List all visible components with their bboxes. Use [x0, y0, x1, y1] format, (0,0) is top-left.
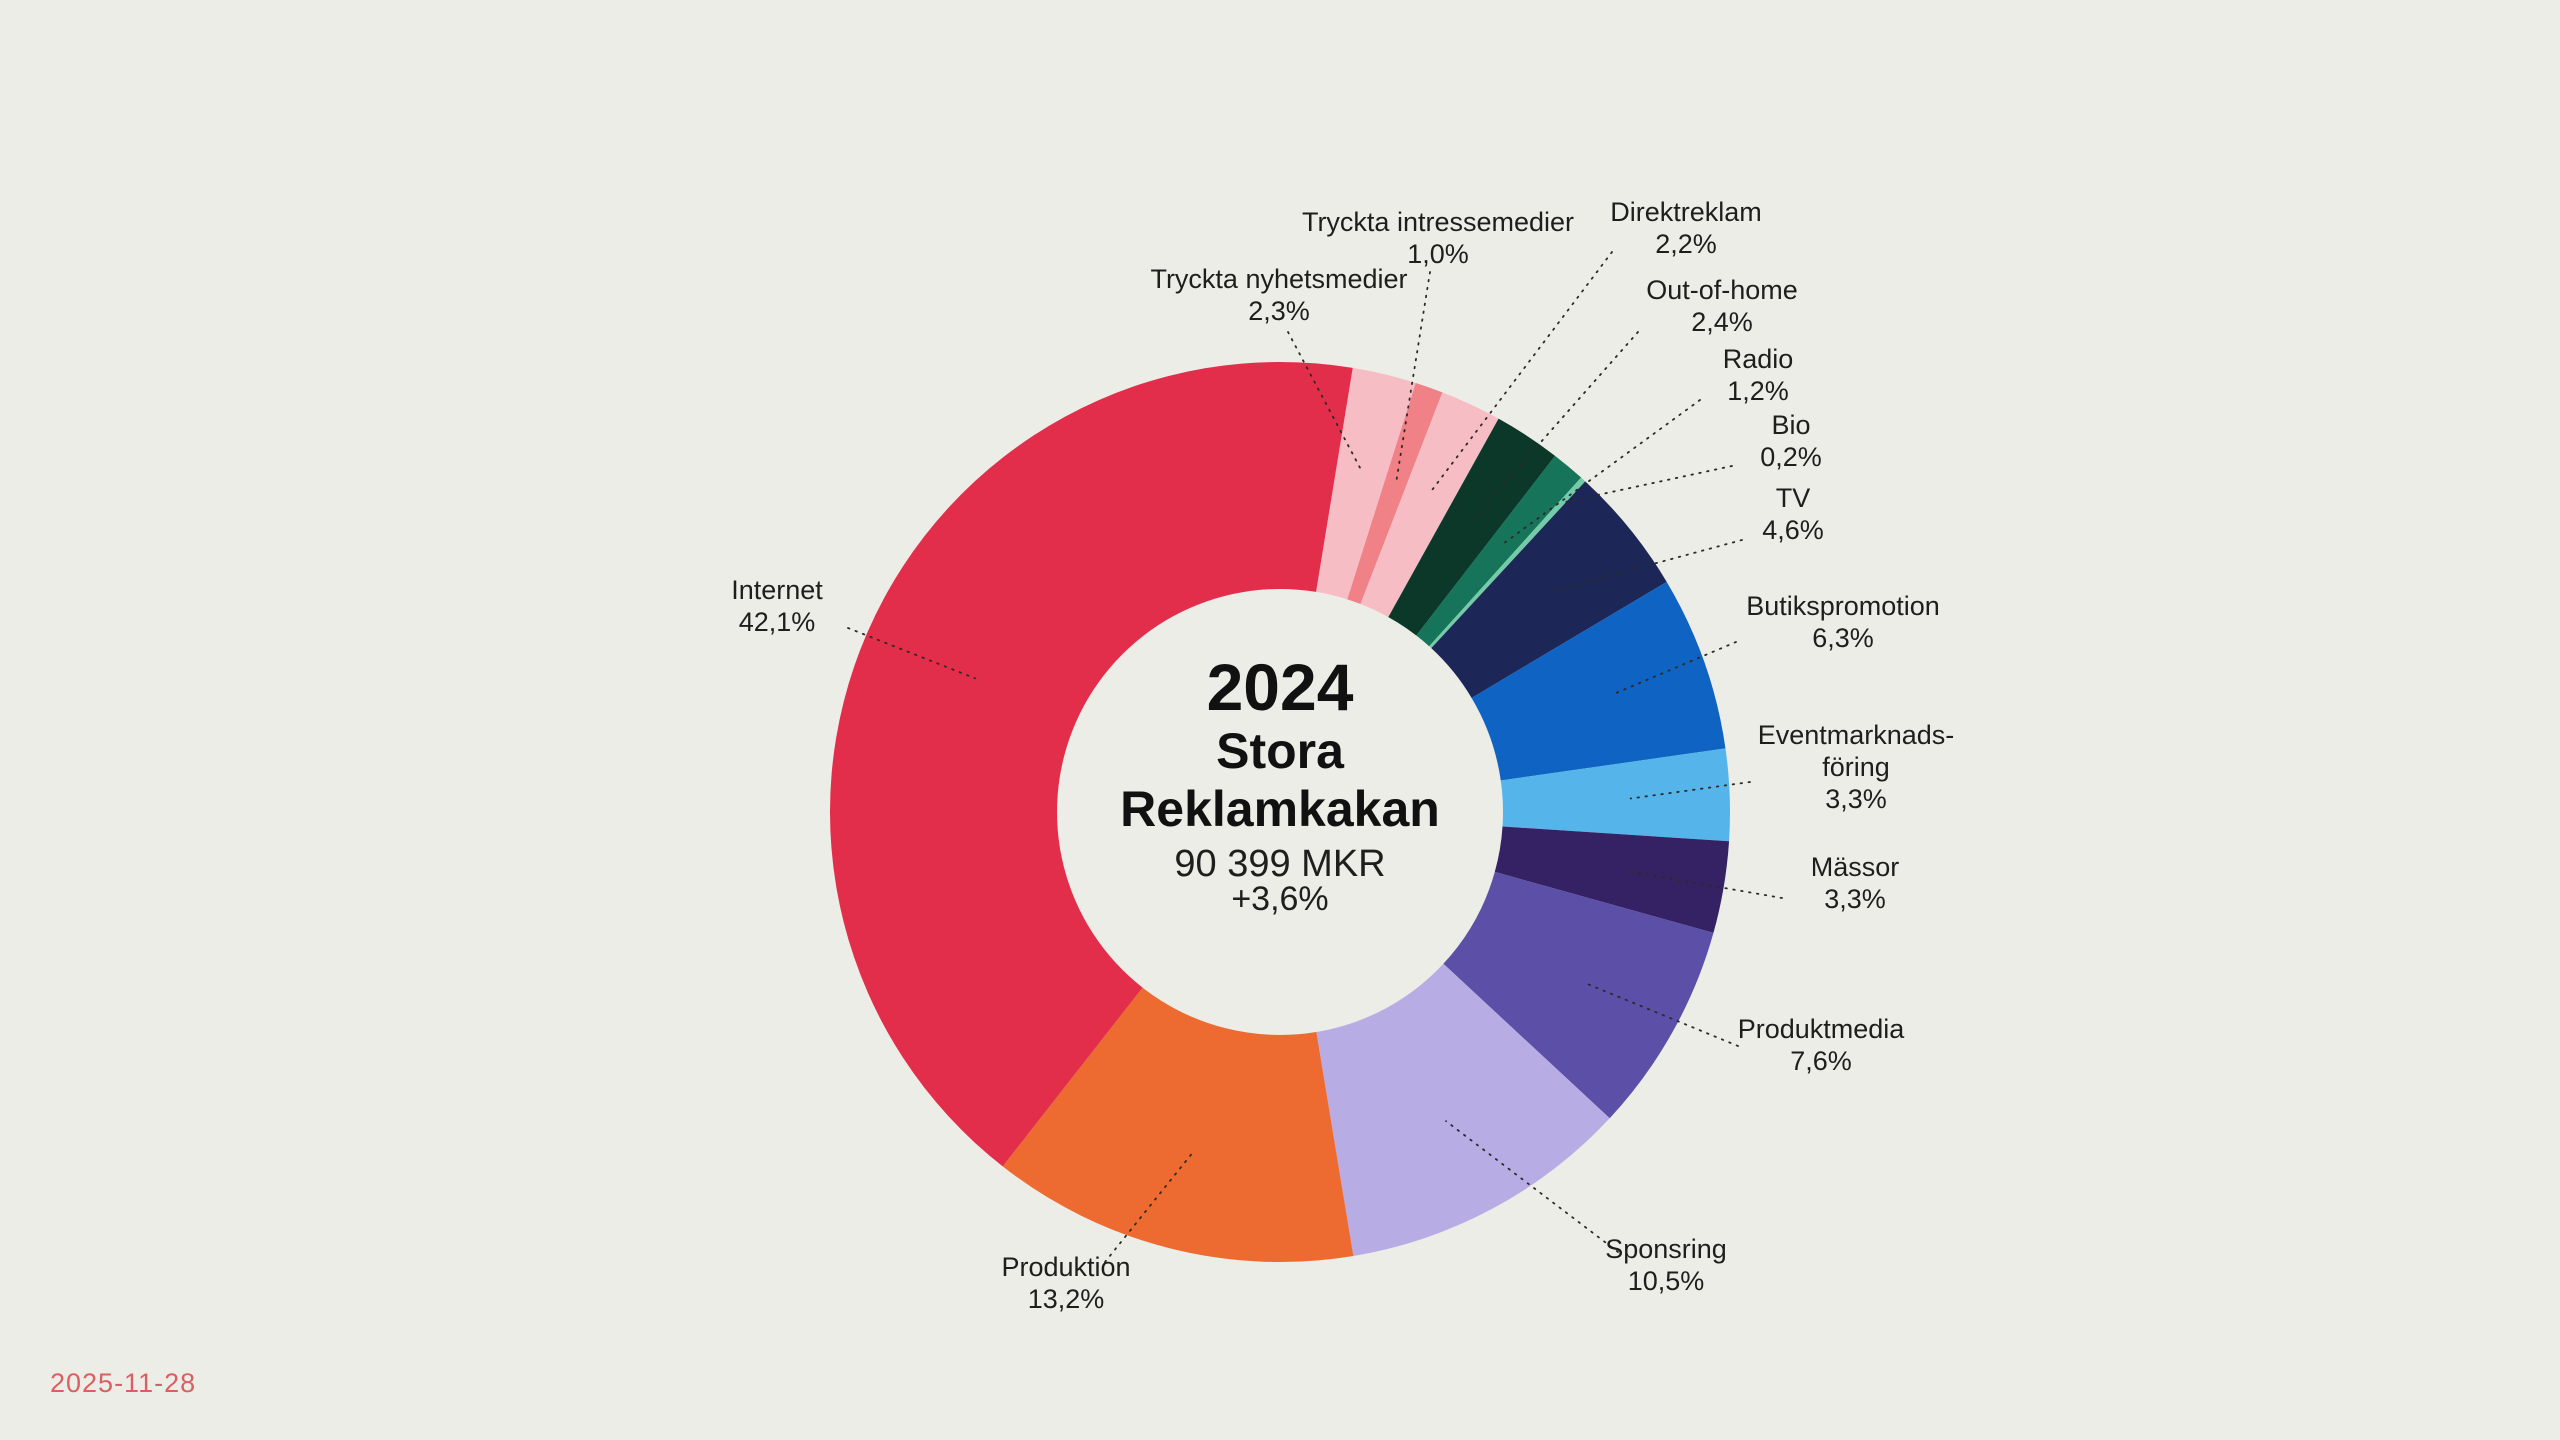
- leader-line-radio: [1504, 399, 1701, 544]
- segment-label-line: 6,3%: [1812, 623, 1874, 653]
- leader-line-tv: [1551, 539, 1743, 592]
- center-title-line2: Reklamkakan: [1120, 781, 1440, 837]
- segment-label-bio: Bio 0,2%: [1760, 410, 1822, 472]
- segment-label-line: Radio: [1723, 344, 1794, 374]
- segment-label-m-ssor: Mässor 3,3%: [1811, 852, 1900, 914]
- leader-lines: [847, 251, 1783, 1263]
- segment-labels: Tryckta nyhetsmedier 2,3%Tryckta intresse…: [731, 197, 1954, 1314]
- segment-label-line: 0,2%: [1760, 442, 1822, 472]
- segment-label-eventmarknadsf-ring: Eventmarknads-föring 3,3%: [1758, 720, 1955, 814]
- center-total-value: 90 399 MKR: [1174, 843, 1385, 885]
- segment-label-line: Tryckta intressemedier: [1302, 207, 1574, 237]
- segment-label-line: 2,4%: [1691, 307, 1753, 337]
- segment-label-tryckta-nyhetsmedier: Tryckta nyhetsmedier 2,3%: [1150, 264, 1407, 326]
- segment-label-line: 4,6%: [1762, 515, 1824, 545]
- leader-line-internet: [847, 627, 976, 680]
- chart-center-text: 2024 Stora Reklamkakan 90 399 MKR +3,6%: [1120, 650, 1440, 918]
- leader-line-produktion: [1104, 1151, 1194, 1263]
- pie-segment-bio: [1429, 477, 1586, 649]
- segment-label-radio: Radio 1,2%: [1723, 344, 1794, 406]
- pie-segment-produktmedia: [1443, 871, 1714, 1119]
- segment-label-line: Internet: [731, 575, 823, 605]
- segment-label-line: Mässor: [1811, 852, 1900, 882]
- segment-label-line: Direktreklam: [1610, 197, 1762, 227]
- segment-label-produktmedia: Produktmedia 7,6%: [1738, 1014, 1906, 1076]
- segment-label-internet: Internet 42,1%: [731, 575, 823, 637]
- leader-line-direktreklam: [1428, 251, 1613, 496]
- pie-segment-tryckta-intressemedier: [1347, 382, 1443, 605]
- segment-label-line: föring: [1822, 752, 1890, 782]
- segment-label-line: 3,3%: [1825, 784, 1887, 814]
- center-title-line1: Stora: [1216, 723, 1345, 779]
- leader-line-tryckta-nyhetsmedier: [1287, 331, 1363, 472]
- segment-label-line: Out-of-home: [1646, 275, 1798, 305]
- pie-segment-out-of-home: [1388, 418, 1556, 636]
- segment-label-line: 2,3%: [1248, 296, 1310, 326]
- segment-label-line: 10,5%: [1628, 1266, 1705, 1296]
- segment-label-line: Bio: [1771, 410, 1810, 440]
- pie-segment-direktreklam: [1360, 392, 1499, 618]
- date-stamp: 2025-11-28: [50, 1368, 197, 1398]
- pie-segment-butikspromotion: [1471, 581, 1726, 781]
- segment-label-out-of-home: Out-of-home 2,4%: [1646, 275, 1798, 337]
- segment-label-tryckta-intressemedier: Tryckta intressemedier 1,0%: [1302, 207, 1574, 269]
- segment-label-line: Butikspromotion: [1746, 591, 1940, 621]
- segment-label-line: Tryckta nyhetsmedier: [1150, 264, 1407, 294]
- center-year: 2024: [1207, 650, 1354, 724]
- segment-label-line: 3,3%: [1824, 884, 1886, 914]
- segment-label-direktreklam: Direktreklam 2,2%: [1610, 197, 1762, 259]
- pie-segment-tv: [1431, 481, 1667, 698]
- segment-label-line: Produktmedia: [1738, 1014, 1906, 1044]
- leader-line-produktmedia: [1585, 982, 1739, 1047]
- segment-label-line: 2,2%: [1655, 229, 1717, 259]
- segment-label-tv: TV 4,6%: [1762, 483, 1824, 545]
- segment-label-line: Sponsring: [1605, 1234, 1727, 1264]
- segment-label-line: 13,2%: [1028, 1284, 1105, 1314]
- pie-segment-m-ssor: [1494, 826, 1730, 933]
- leader-line-out-of-home: [1472, 331, 1639, 520]
- segment-label-line: 7,6%: [1790, 1046, 1852, 1076]
- center-change-value: +3,6%: [1231, 880, 1328, 918]
- pie-segment-radio: [1416, 455, 1582, 647]
- segment-label-line: 1,0%: [1407, 239, 1469, 269]
- segment-label-line: Eventmarknads-: [1758, 720, 1955, 750]
- segment-label-line: 42,1%: [739, 607, 816, 637]
- segment-label-line: Produktion: [1001, 1252, 1130, 1282]
- pie-segment-produktion: [1002, 987, 1354, 1262]
- segment-label-sponsring: Sponsring 10,5%: [1605, 1234, 1727, 1296]
- pie-segment-sponsring: [1316, 963, 1610, 1256]
- leader-line-m-ssor: [1625, 870, 1783, 899]
- leader-line-tryckta-intressemedier: [1395, 271, 1431, 482]
- pie-segment-eventmarknadsf-ring: [1500, 748, 1731, 842]
- pie-segment-internet: [829, 361, 1353, 1167]
- segment-label-butikspromotion: Butikspromotion 6,3%: [1746, 591, 1940, 653]
- pie-segment-tryckta-nyhetsmedier: [1316, 367, 1416, 600]
- segment-label-line: TV: [1776, 483, 1811, 513]
- donut-segments: [829, 361, 1731, 1262]
- segment-label-produktion: Produktion 13,2%: [1001, 1252, 1130, 1314]
- leader-line-butikspromotion: [1610, 641, 1737, 697]
- leader-line-bio: [1561, 465, 1733, 504]
- segment-label-line: 1,2%: [1727, 376, 1789, 406]
